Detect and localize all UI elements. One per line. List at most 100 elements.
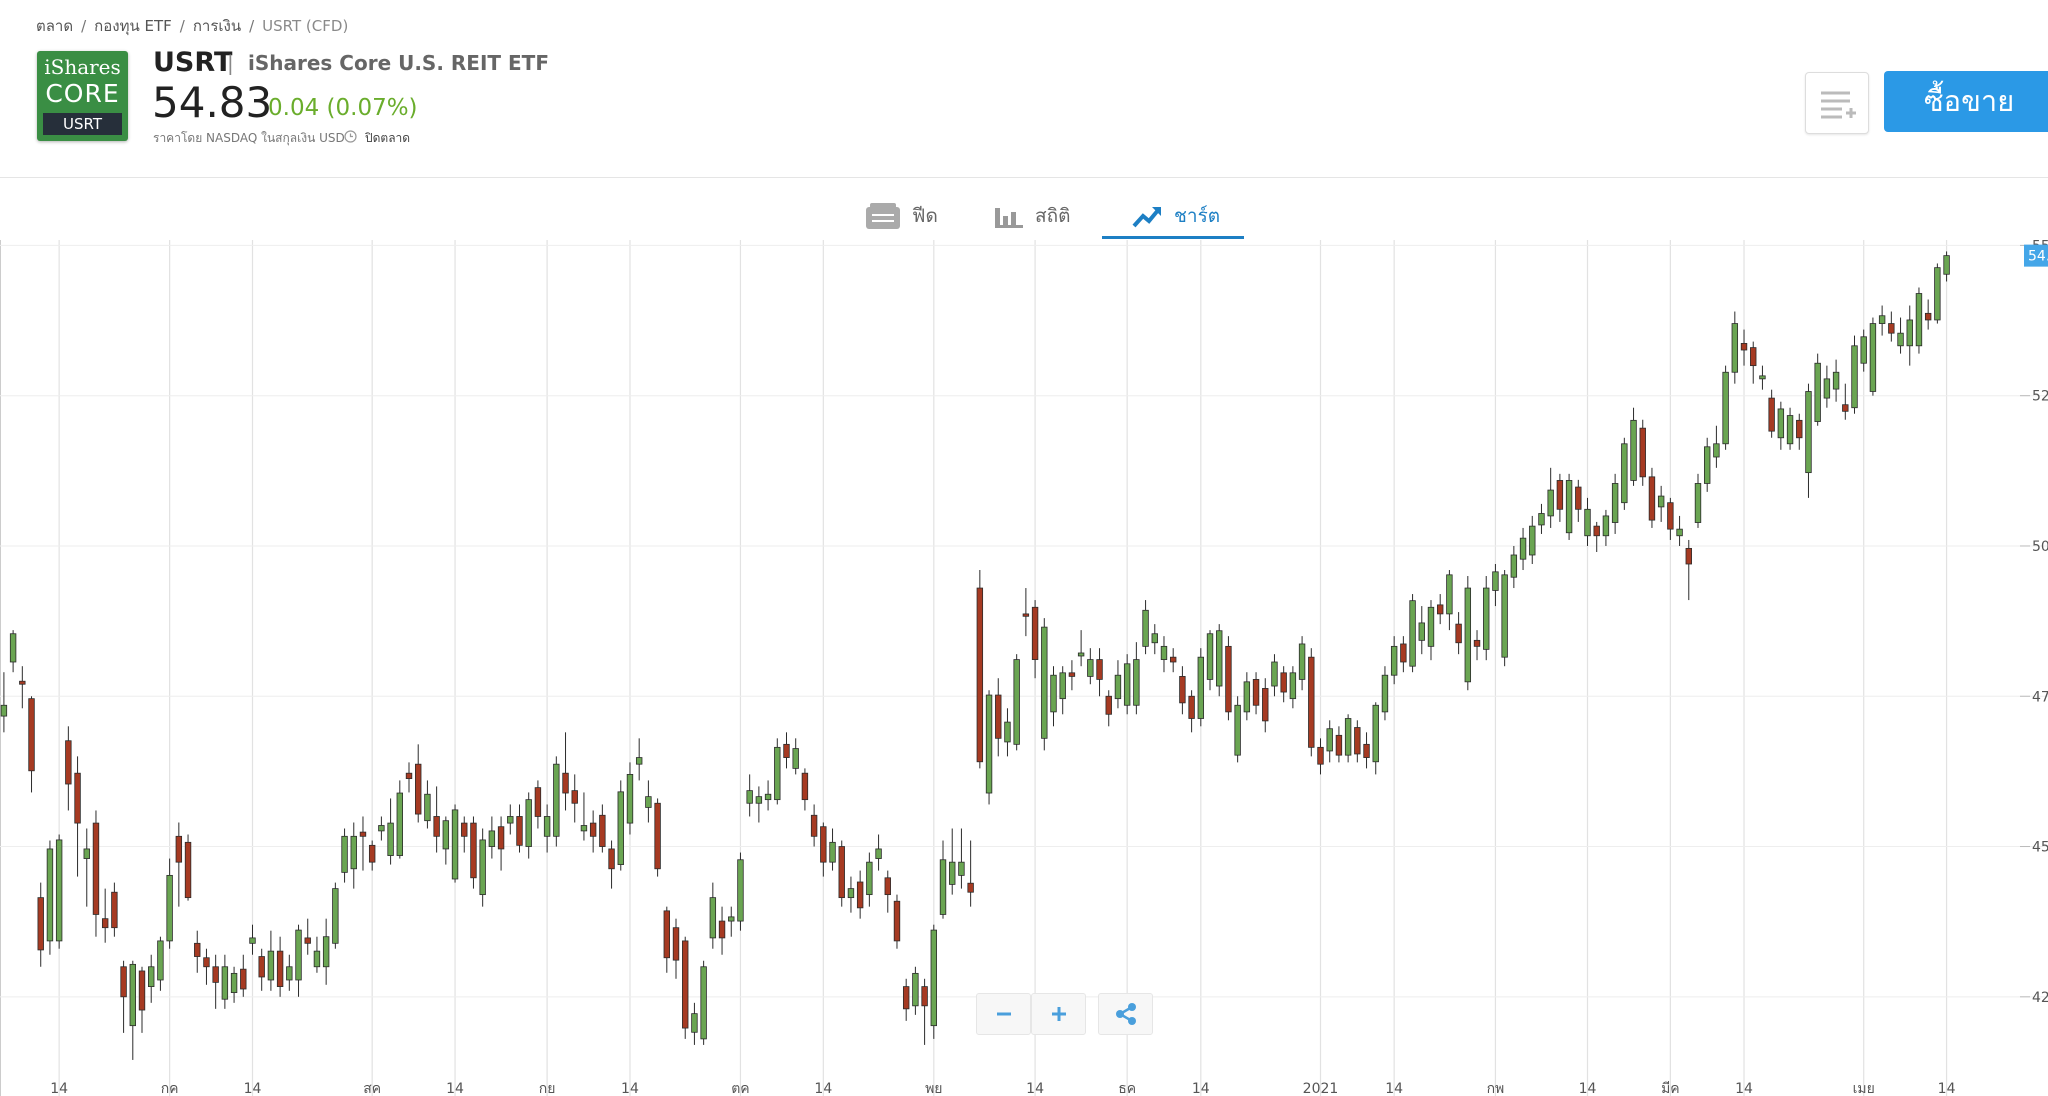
candle-body [1667,502,1674,530]
candle-body [1418,622,1425,641]
candle-body [847,888,855,899]
y-tick-label: 52 [2032,389,2048,405]
candle-body [461,822,468,837]
x-tick-label: 14 [621,1081,639,1096]
candle-body [470,822,477,879]
logo-ticker: USRT [43,113,122,135]
candle-body [350,835,357,870]
candle-body [276,950,284,987]
tab[interactable]: ชาร์ต [1132,193,1220,238]
candle-body [55,839,63,942]
candle-body [0,704,8,717]
candle-body [286,966,293,981]
candle-body [1805,391,1812,474]
last-price-box [2024,244,2048,267]
zoom-out-button[interactable] [976,993,1031,1035]
zoom-in-button[interactable] [1031,993,1086,1035]
x-tick-label: 14 [1385,1081,1403,1096]
candle-body [792,748,799,769]
logo: iShares CORE USRT [37,51,128,141]
logo-text: CORE [45,79,120,108]
candle-body [1796,419,1803,439]
candle-body [645,796,652,808]
breadcrumb-item[interactable]: การเงิน [192,17,242,35]
separator: | [227,51,234,75]
breadcrumb: ตลาด / กองทุน ETF / การเงิน / USRT (CFD) [36,14,348,38]
candle-body [1777,408,1785,439]
tab-label: สถิติ [1035,204,1071,227]
breadcrumb-item[interactable]: กองทุน ETF [94,17,172,35]
breadcrumb-item[interactable]: ตลาด [36,17,74,35]
candle-body [1814,362,1821,422]
candle-body [1750,347,1757,367]
share-button[interactable] [1098,993,1153,1035]
plus-icon [1051,1007,1066,1021]
candle-body [1473,639,1481,647]
candle-body [1372,704,1379,763]
price-change: 0.04 (0.07%) [268,95,418,121]
price-note: ราคาโดย NASDAQ ในสกุลเงิน USD [153,131,345,145]
candle-body [507,816,514,824]
candle-body [856,881,864,909]
trade-button[interactable]: ซื้อขาย [1884,71,2048,132]
candle-body [654,802,661,870]
candle-body [1197,656,1205,719]
candle-body [1114,674,1122,700]
candle-body [534,787,542,817]
candle-body [967,882,974,893]
candle-body [111,891,118,929]
candle-body [939,859,947,915]
candle-body [1133,659,1140,706]
candle-body [1584,508,1591,537]
candle-body [1869,323,1877,392]
candle-body [1519,537,1527,560]
candle-body [1004,721,1011,743]
candle-body [893,900,901,942]
candle-body [332,888,339,944]
divider [0,177,2048,178]
candle-body [1547,489,1554,517]
x-tick-label: 14 [244,1081,262,1096]
tab-label: ฟีด [912,204,938,227]
x-tick-label: 14 [1026,1081,1044,1096]
candle-body [1529,525,1536,556]
candle-body [1151,633,1158,644]
candle-body [1842,404,1849,412]
x-tick-label: กย [539,1081,556,1096]
watchlist-button[interactable] [1805,72,1869,134]
candle-body [1059,672,1066,700]
x-tick-label: 14 [50,1081,68,1096]
candle-body [9,633,17,663]
candle-body [497,826,505,850]
candle-body [1179,676,1186,704]
candle-body [1262,688,1269,722]
candle-body [322,936,330,968]
tab[interactable]: สถิติ [995,193,1070,238]
x-tick-label: 14 [1579,1081,1597,1096]
candle-body [37,897,44,951]
candle-body [1455,623,1462,644]
tab[interactable]: ฟีด [866,193,938,238]
breadcrumb-item[interactable]: USRT (CFD) [262,17,349,35]
candle-body [221,966,229,1000]
candle-body [405,772,413,780]
candle-body [1022,613,1030,617]
candle-body [1759,375,1766,380]
watchlist-icon [1821,91,1856,119]
candle-body [304,937,311,944]
candle-body [866,861,873,896]
y-tick-label: 50 [2032,539,2048,555]
candle-body [1400,643,1407,663]
candle-body [1436,604,1444,615]
candle-body [737,859,744,922]
y-tick-label: 45 [2032,840,2048,856]
candle-body [1703,446,1711,484]
candle-body [1648,476,1656,521]
candle-body [1013,659,1020,745]
candle-body [663,910,671,959]
tab-icon [1132,206,1161,227]
candle-body [1694,483,1702,523]
x-tick-label: 14 [446,1081,464,1096]
candle-body [875,848,882,859]
zoom-controls [976,993,1153,1035]
